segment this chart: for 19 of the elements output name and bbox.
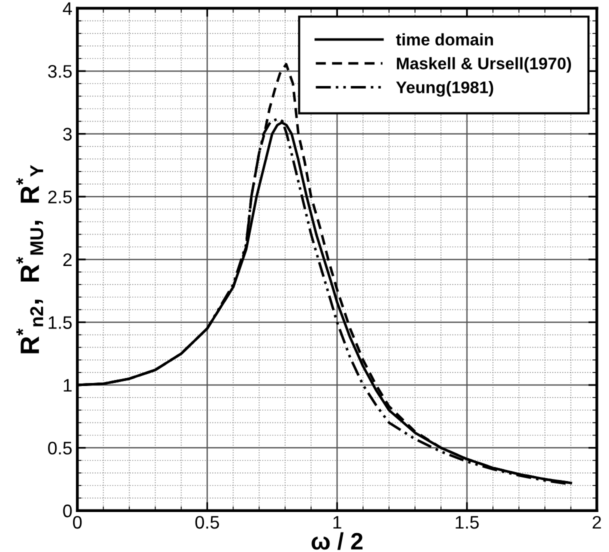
y-tick-label: 3 <box>63 128 72 141</box>
x-tick-label: 1.5 <box>456 516 479 529</box>
text: R$^{*}$$_{n2}$, R$^{*}$$_{MU}$, R$^{*}$$_{Y}$ <box>16 164 44 354</box>
x-tick-label: 0.5 <box>195 516 220 529</box>
y-tick-label: 3.5 <box>48 65 72 78</box>
legend-label: Yeung(1981) <box>396 81 494 97</box>
y-tick-label: 0.5 <box>48 442 72 455</box>
x-tick-label: 1 <box>333 516 342 529</box>
y-tick-label: 1 <box>64 379 72 392</box>
y-tick-label: 0 <box>63 504 72 518</box>
x-tick-label: 2 <box>592 516 601 529</box>
x-tick-label: 0 <box>73 516 82 529</box>
y-tick-label: 2.5 <box>48 190 72 204</box>
legend-label: Maskell & Ursell(1970) <box>396 57 572 73</box>
y-tick-label: 2 <box>63 253 72 266</box>
y-tick-label: 1.5 <box>48 316 72 329</box>
x-axis-title: ω / 2 <box>312 532 363 550</box>
y-tick-label: 4 <box>62 2 72 15</box>
legend-label: time domain <box>396 33 493 46</box>
